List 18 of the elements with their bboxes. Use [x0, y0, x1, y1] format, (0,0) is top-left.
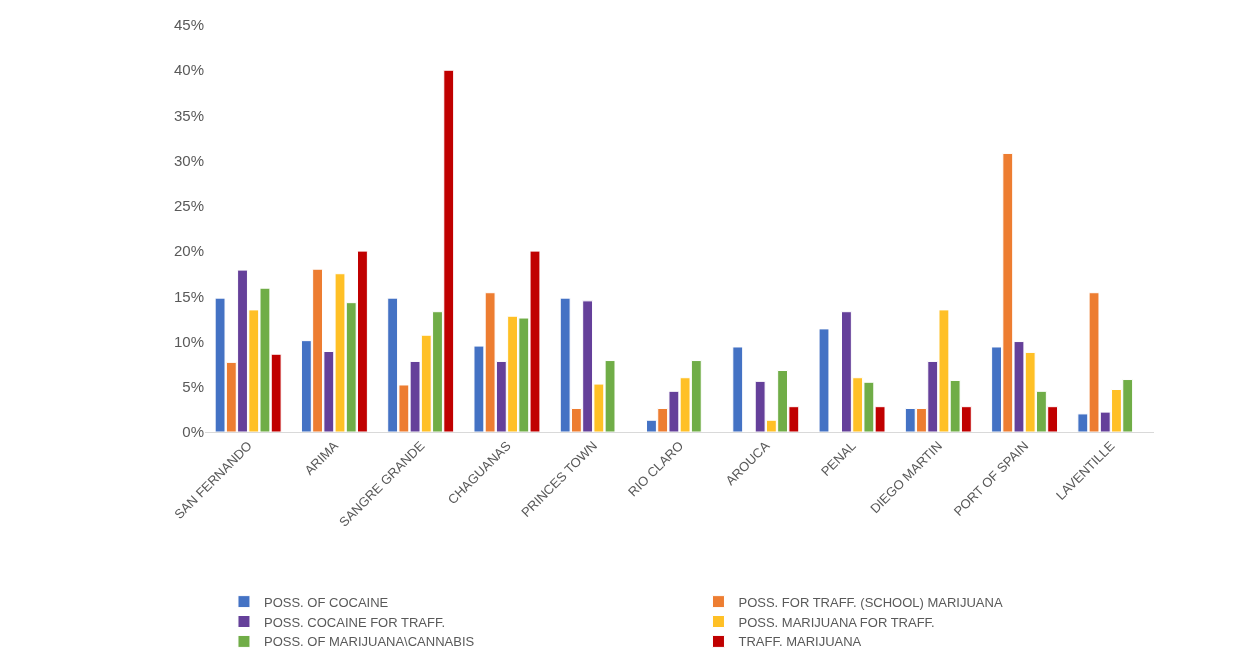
legend-label: POSS. COCAINE FOR TRAFF. [263, 614, 446, 630]
legend-label: POSS. OF COCAINE [263, 594, 389, 610]
y-tick-label: 25% [173, 197, 204, 215]
legend-label: POSS. FOR TRAFF. (SCHOOL) MARIJUANA [738, 594, 1003, 610]
y-tick-label: 30% [173, 151, 204, 169]
bar [732, 346, 744, 432]
y-tick-label: 40% [173, 61, 204, 79]
y-tick-label: 0% [182, 423, 204, 441]
legend-label: TRAFF. MARIJUANA [738, 634, 862, 650]
y-tick-label: 35% [173, 106, 204, 124]
legend-label: POSS. OF MARIJUANA\CANNABIS [263, 634, 475, 650]
y-tick-label: 45% [173, 16, 204, 34]
y-tick-label: 15% [173, 287, 204, 305]
y-tick-label: 10% [173, 332, 204, 350]
bar [818, 328, 830, 432]
y-tick-label: 5% [182, 378, 204, 396]
y-tick-label: 20% [173, 242, 204, 260]
legend-label: POSS. MARIJUANA FOR TRAFF. [738, 614, 935, 630]
